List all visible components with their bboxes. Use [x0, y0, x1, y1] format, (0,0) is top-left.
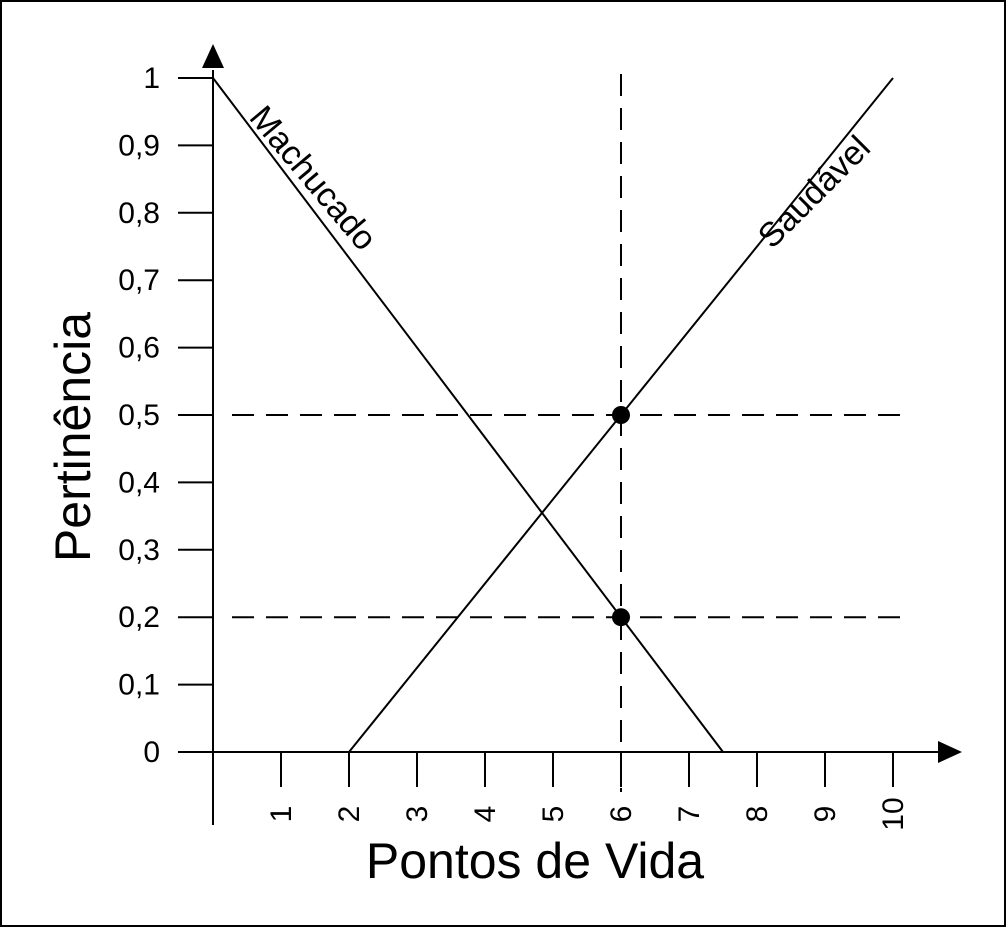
y-tick-label: 0,2: [118, 601, 160, 634]
x-tick-label: 8: [741, 806, 774, 823]
y-axis-arrow: [202, 44, 224, 68]
x-tick-label: 2: [333, 806, 366, 823]
x-tick-label: 4: [469, 806, 502, 823]
x-tick-label: 5: [537, 806, 570, 823]
x-tick-label: 9: [809, 806, 842, 823]
x-axis-title: Pontos de Vida: [366, 833, 704, 889]
series-line-machucado: [212, 77, 724, 753]
y-tick-label: 0,9: [118, 129, 160, 162]
series-label-machucado: Machucado: [242, 99, 384, 258]
y-tick-label: 0,5: [118, 399, 160, 432]
y-tick-label: 1: [143, 62, 160, 95]
x-tick-label: 7: [673, 806, 706, 823]
y-tick-label: 0,6: [118, 332, 160, 365]
y-axis-title: Pertinência: [45, 312, 101, 562]
y-tick-label: 0: [143, 736, 160, 769]
y-tick-label: 0,1: [118, 669, 160, 702]
y-tick-label: 0,8: [118, 197, 160, 230]
x-tick-label: 1: [265, 806, 298, 823]
y-tick-label: 0,4: [118, 466, 160, 499]
highlight-point: [612, 608, 630, 627]
x-tick-label: 10: [877, 797, 910, 830]
highlight-point: [612, 406, 630, 424]
x-axis-arrow: [938, 741, 962, 763]
series-label-saudavel: Saudável: [751, 129, 878, 256]
y-tick-label: 0,7: [118, 264, 160, 297]
x-tick-label: 6: [605, 806, 638, 823]
x-tick-label: 3: [401, 806, 434, 823]
y-tick-label: 0,3: [118, 534, 160, 567]
